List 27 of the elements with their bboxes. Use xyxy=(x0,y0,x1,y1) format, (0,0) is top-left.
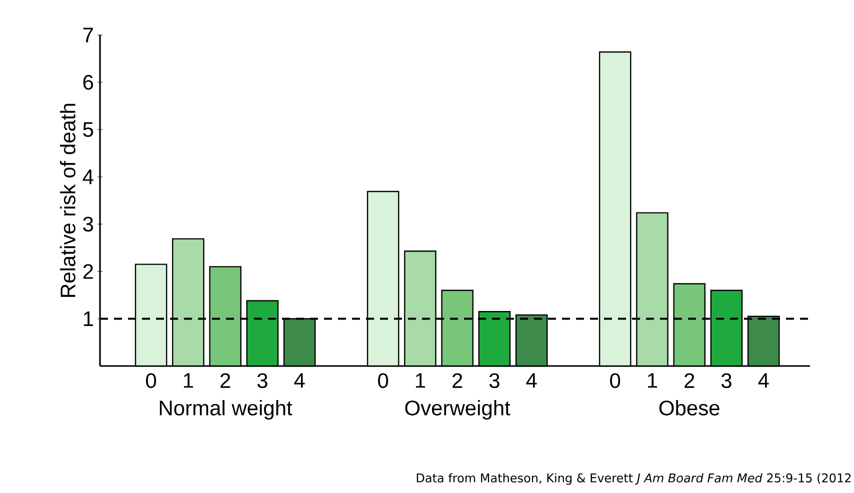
text: 0 xyxy=(610,373,620,388)
y-axis-title: Relative risk of death xyxy=(60,104,76,297)
x-tick-label: Normal weight xyxy=(160,400,292,420)
series-label: 2 xyxy=(220,373,230,388)
y-tick-label: 4 xyxy=(82,170,94,184)
y-tick-label: 5 xyxy=(83,122,94,137)
series-label: 3 xyxy=(257,373,268,388)
text: 2 xyxy=(452,373,462,388)
text: 3 xyxy=(489,373,500,388)
y-tick-label: 2 xyxy=(83,264,93,279)
x-tick-label: Overweight xyxy=(405,400,510,420)
x-tick-label: Obese xyxy=(659,400,720,416)
text: 4 xyxy=(758,373,769,388)
y-tick-label: 7 xyxy=(83,28,93,42)
text: 0 xyxy=(378,373,388,388)
y-tick-label: 1 xyxy=(84,311,93,326)
text: 4 xyxy=(526,373,537,388)
text: Data from Matheson, King & Everett J Am Board Fam Med 25:9-15 (2012 xyxy=(416,473,851,485)
text: 3 xyxy=(721,373,732,388)
series-label: 0 xyxy=(146,373,156,388)
text: 1 xyxy=(416,373,426,388)
series-label: 1 xyxy=(184,373,193,388)
y-tick-label: 6 xyxy=(83,74,94,90)
text: 2 xyxy=(684,373,694,388)
text: 1 xyxy=(648,373,658,388)
y-tick-label: 3 xyxy=(83,216,94,232)
series-label: 4 xyxy=(294,373,305,388)
